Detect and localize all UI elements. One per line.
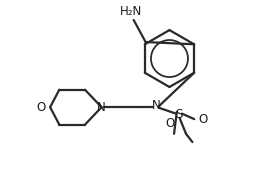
Text: H₂N: H₂N	[120, 5, 142, 18]
Text: N: N	[152, 99, 161, 112]
Text: O: O	[166, 117, 175, 130]
Text: S: S	[175, 108, 182, 121]
Text: O: O	[199, 113, 208, 126]
Text: O: O	[36, 101, 46, 114]
Text: N: N	[97, 101, 106, 114]
